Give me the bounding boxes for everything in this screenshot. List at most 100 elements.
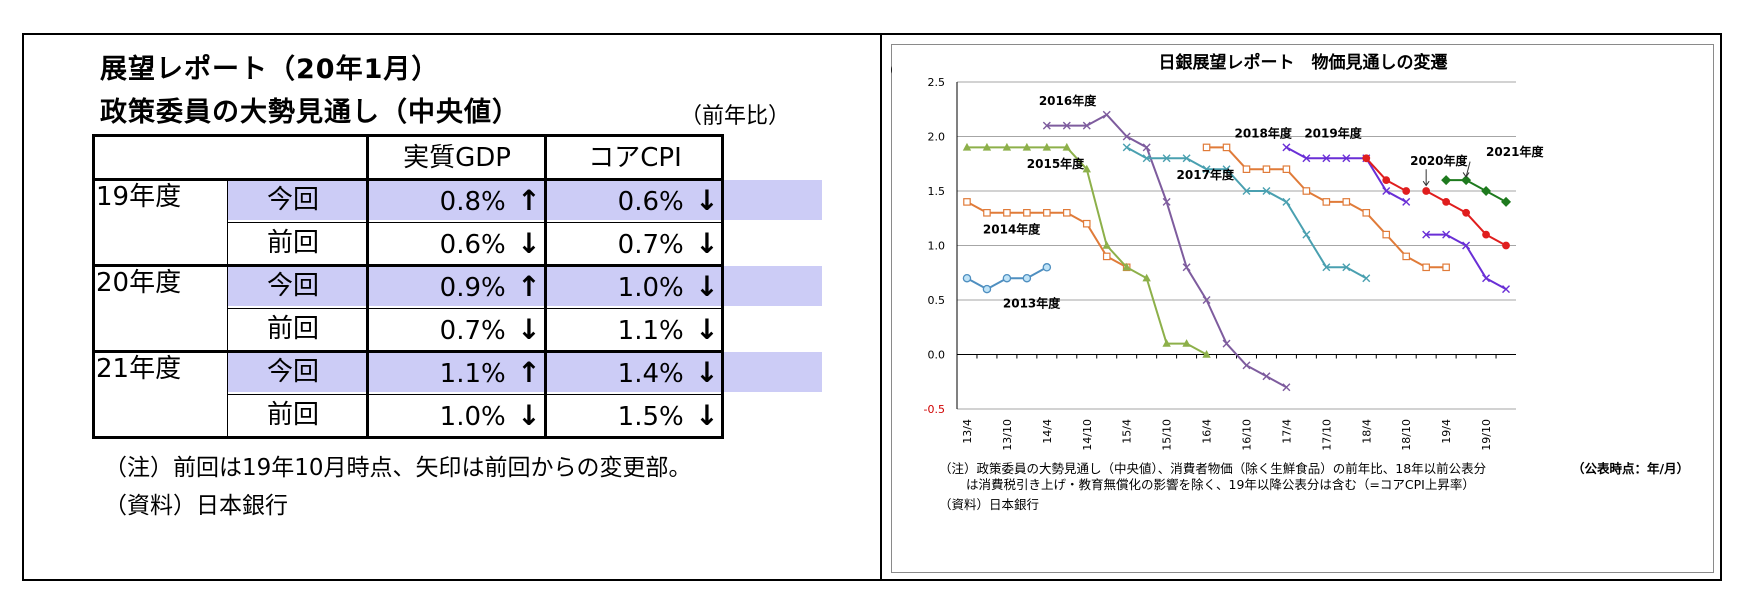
data-point [982, 142, 992, 151]
unit-note: （前年比） [680, 104, 791, 129]
cpi-value: 0.7% ↓ [546, 227, 722, 260]
y-tick-label: 2.5 [928, 76, 946, 89]
series-label-2016: 2016年度 [1039, 93, 1097, 108]
arrow-up-icon: ↑ [517, 270, 541, 303]
data-point [1302, 230, 1311, 239]
data-point [1242, 187, 1251, 195]
data-point [1202, 350, 1211, 358]
gdp-value: 0.7% ↓ [368, 316, 544, 345]
data-point [1322, 154, 1331, 163]
data-point [1282, 197, 1291, 206]
data-point [1501, 196, 1512, 207]
arrow-down-icon: ↓ [517, 227, 541, 260]
data-point [1502, 285, 1511, 294]
page-frame [22, 33, 1722, 581]
data-point [1182, 263, 1191, 272]
gdp-value: 0.6% ↓ [368, 227, 544, 260]
year-label-20: 20年度 [96, 268, 182, 298]
data-point [1182, 154, 1191, 163]
pointer-arrow-2020 [1422, 169, 1430, 187]
series-line [966, 146, 1208, 356]
gdp-value: 0.9% ↑ [368, 270, 544, 303]
data-point [1102, 252, 1111, 261]
data-point [1142, 143, 1151, 152]
data-point [982, 284, 992, 294]
data-point [1142, 273, 1151, 282]
x-tick-label: 14/10 [1081, 419, 1094, 451]
table-border [227, 394, 724, 395]
arrow-down-icon: ↓ [695, 227, 719, 260]
table-border [227, 308, 724, 309]
series-label-2017: 2017年度 [1177, 167, 1235, 182]
data-point [1082, 121, 1091, 130]
data-point [1122, 262, 1131, 271]
data-point [1282, 383, 1291, 392]
data-point [1202, 143, 1211, 152]
data-point [1402, 187, 1411, 195]
data-point [1102, 241, 1111, 249]
arrow-down-icon: ↓ [695, 270, 719, 303]
row-label-19-previous: 前回 [267, 228, 320, 258]
left-title-line2: 政策委員の大勢見通し（中央値） [100, 97, 520, 128]
data-point [1062, 121, 1071, 130]
y-axis-ticks: 2.5 2.0 1.5 1.0 0.5 0.0 -0.5 [924, 76, 945, 416]
left-title-line1: 展望レポート（20年1月） [100, 54, 440, 85]
x-tick-label: 19/10 [1480, 419, 1493, 451]
data-point [1342, 154, 1351, 163]
data-point [1422, 230, 1431, 239]
x-axis-ticks: 13/4 13/10 14/4 14/10 15/4 15/10 16/4 16/10 17/4… [956, 354, 1497, 451]
arrow-down-icon: ↓ [517, 399, 541, 432]
data-point [1222, 339, 1231, 348]
data-point [1162, 154, 1171, 163]
data-point [1322, 263, 1331, 272]
data-point [1442, 230, 1451, 239]
data-point [1082, 219, 1091, 228]
x-tick-label: 17/4 [1280, 419, 1293, 444]
data-point [1062, 142, 1072, 151]
forecast-table: 実質GDP コアCPI 19年度 20年度 21年度 今回 前回 今回 前回 今… [92, 134, 822, 485]
data-point [1302, 154, 1311, 163]
data-point [1262, 165, 1271, 174]
table-border [92, 134, 95, 439]
data-point [1442, 198, 1451, 206]
row-label-19-current: 今回 [267, 185, 320, 215]
data-point [1202, 296, 1211, 304]
data-point [1462, 208, 1470, 217]
x-tick-label: 18/10 [1400, 419, 1413, 451]
data-point [1222, 165, 1231, 174]
row-label-21-current: 今回 [267, 357, 320, 387]
data-point [1063, 209, 1071, 217]
cpi-value: 1.0% ↓ [546, 270, 722, 303]
arrow-up-icon: ↑ [517, 184, 541, 217]
chart-timing-note: （公表時点：年/月） [1572, 461, 1690, 476]
year-label-21: 21年度 [96, 354, 182, 384]
data-point [1322, 198, 1331, 206]
series-line [1365, 157, 1407, 192]
arrow-down-icon: ↓ [695, 399, 719, 432]
chart-note-line1: （注）政策委員の大勢見通し（中央値）、消費者物価（除く生鮮食品）の前年比、18年… [939, 461, 1487, 476]
y-tick-label: 0.0 [928, 349, 946, 362]
data-point [1482, 230, 1490, 239]
data-point [1042, 142, 1052, 151]
data-point [1362, 274, 1371, 283]
series-line [1446, 179, 1507, 203]
year-label-19: 19年度 [96, 182, 182, 212]
data-point [1362, 154, 1371, 163]
cpi-value: 0.6% ↓ [546, 187, 722, 216]
data-point [1481, 186, 1492, 196]
gdp-value: 1.1% ↑ [368, 359, 544, 388]
data-point [1043, 209, 1051, 217]
series-label-2014: 2014年度 [983, 222, 1041, 237]
series-label-2020: 2020年度 [1410, 153, 1468, 168]
data-point [1402, 197, 1411, 206]
series-labels: 2013年度 2014年度 2015年度 2016年度 2017年度 2018年度 2019… [983, 93, 1545, 311]
data-point [1402, 252, 1410, 261]
data-point [1022, 142, 1032, 151]
table-border [227, 180, 228, 438]
series-line [1425, 190, 1507, 247]
data-point [1023, 209, 1031, 217]
data-point [1022, 273, 1032, 283]
left-note: （注）前回は19年10月時点、矢印は前回からの変更部。 [104, 455, 692, 481]
y-tick-label: -0.5 [924, 403, 945, 416]
data-point [962, 273, 972, 283]
